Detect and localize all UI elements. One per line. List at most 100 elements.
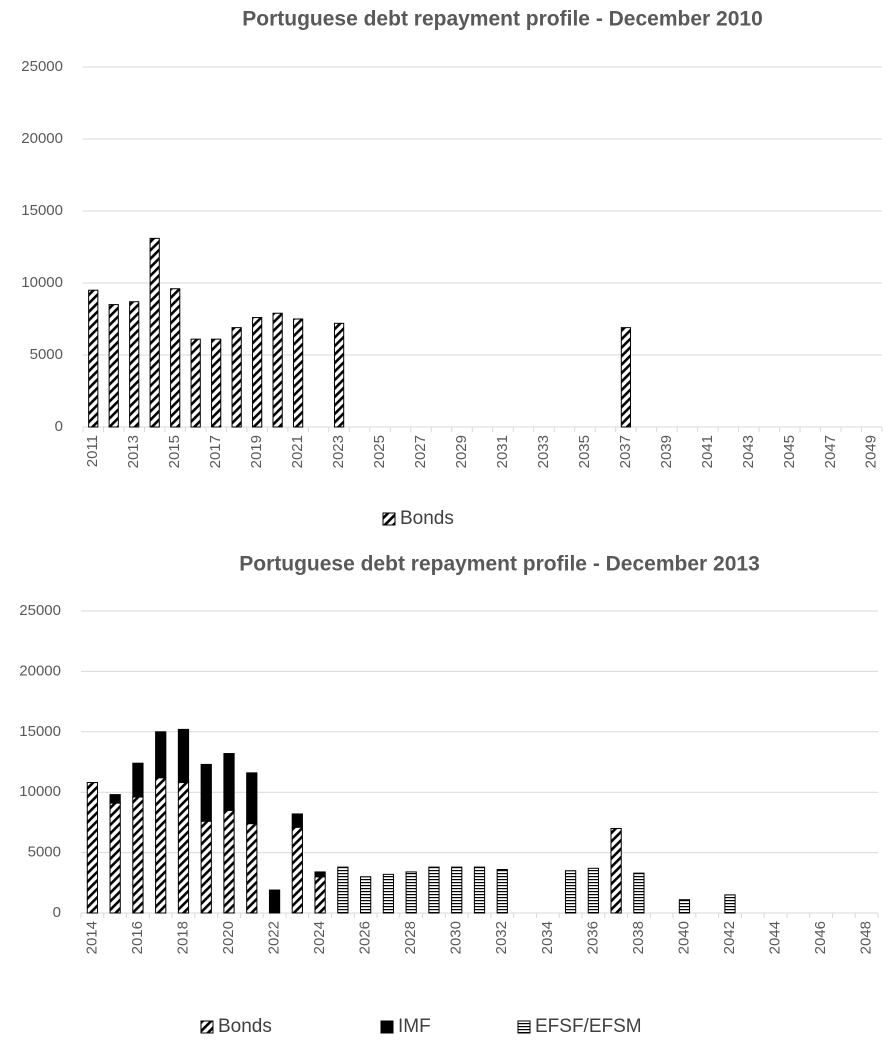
y-tick-label: 25000 <box>21 58 63 75</box>
bar <box>223 809 235 914</box>
bar <box>428 866 440 914</box>
bar <box>314 876 326 914</box>
x-tick-label: 2025 <box>371 435 388 468</box>
y-tick-label: 5000 <box>28 844 61 861</box>
x-tick-label: 2030 <box>448 921 465 954</box>
x-tick-label: 2043 <box>740 435 757 468</box>
x-tick-label: 2029 <box>453 435 470 468</box>
bar <box>155 731 167 779</box>
bar <box>293 318 304 428</box>
bar <box>177 782 190 914</box>
x-tick-label: 2024 <box>311 921 328 954</box>
legend-label: Bonds <box>218 1016 272 1037</box>
bar <box>86 782 99 914</box>
bar <box>382 873 395 914</box>
x-tick-label: 2014 <box>83 921 100 954</box>
x-tick-label: 2039 <box>658 435 675 468</box>
bar <box>473 866 486 914</box>
bar <box>620 327 632 428</box>
bar <box>231 327 242 428</box>
legend-swatch <box>380 1020 394 1034</box>
legend-swatch <box>382 512 396 526</box>
bar <box>109 802 121 914</box>
legend-swatch <box>200 1020 214 1034</box>
bar <box>724 894 736 914</box>
x-tick-label: 2032 <box>493 921 510 954</box>
x-tick-label: 2016 <box>129 921 146 954</box>
x-tick-label: 2038 <box>630 921 647 954</box>
x-tick-label: 2011 <box>84 435 101 467</box>
y-tick-label: 10000 <box>19 783 61 800</box>
bar <box>291 826 303 914</box>
x-tick-label: 2047 <box>822 435 839 468</box>
bar <box>314 871 326 878</box>
y-tick-label: 20000 <box>21 130 63 147</box>
x-tick-label: 2040 <box>675 921 692 954</box>
x-tick-label: 2017 <box>207 435 224 468</box>
bar <box>132 762 144 798</box>
y-tick-label: 5000 <box>30 346 63 363</box>
bar <box>633 872 645 914</box>
bar <box>200 763 212 822</box>
y-tick-label: 0 <box>55 418 63 435</box>
y-tick-label: 10000 <box>21 274 63 291</box>
bar <box>678 899 691 914</box>
bar <box>129 301 140 428</box>
bar <box>211 338 222 428</box>
bar <box>246 823 258 914</box>
chart: Portuguese debt repayment profile - Dece… <box>21 8 883 529</box>
legend-label: IMF <box>398 1016 431 1037</box>
bar <box>564 870 577 914</box>
x-tick-label: 2035 <box>576 435 593 468</box>
bar <box>149 237 160 428</box>
bar <box>108 304 119 428</box>
x-tick-label: 2020 <box>220 921 237 954</box>
x-tick-label: 2019 <box>248 435 265 468</box>
bar <box>496 869 508 914</box>
x-tick-label: 2015 <box>166 435 183 468</box>
x-tick-label: 2034 <box>539 921 556 954</box>
bar <box>451 866 463 914</box>
x-tick-label: 2045 <box>781 435 798 468</box>
x-tick-label: 2033 <box>535 435 552 468</box>
x-tick-label: 2044 <box>766 921 783 954</box>
bar <box>88 289 99 428</box>
x-tick-label: 2036 <box>584 921 601 954</box>
bar <box>155 777 167 914</box>
bar <box>272 312 283 428</box>
x-tick-label: 2022 <box>266 921 283 954</box>
bar <box>109 794 121 804</box>
legend-label: EFSF/EFSM <box>535 1016 642 1037</box>
x-tick-label: 2031 <box>494 435 511 468</box>
bar <box>170 288 181 428</box>
bar <box>268 889 281 914</box>
x-tick-label: 2042 <box>721 921 738 954</box>
bar <box>223 753 235 811</box>
bar <box>177 728 190 784</box>
bar <box>132 796 144 914</box>
chart: Portuguese debt repayment profile - Dece… <box>19 553 879 1037</box>
legend-label: Bonds <box>400 508 454 529</box>
bar <box>252 317 263 428</box>
x-tick-label: 2049 <box>863 435 880 468</box>
bar <box>333 322 345 428</box>
chart-title: Portuguese debt repayment profile - Dece… <box>239 553 760 576</box>
bar <box>610 827 622 914</box>
bar <box>190 338 201 428</box>
bar <box>360 876 372 914</box>
x-tick-label: 2037 <box>617 435 634 468</box>
x-tick-label: 2041 <box>699 435 716 468</box>
x-tick-label: 2021 <box>289 435 306 468</box>
bar <box>246 772 258 825</box>
bar <box>405 871 417 914</box>
x-tick-label: 2027 <box>412 435 429 468</box>
y-tick-label: 0 <box>53 904 61 921</box>
x-tick-label: 2023 <box>330 435 347 468</box>
x-tick-label: 2048 <box>858 921 875 954</box>
y-tick-label: 15000 <box>21 202 63 219</box>
x-tick-label: 2046 <box>812 921 829 954</box>
y-tick-label: 25000 <box>19 602 61 619</box>
x-tick-label: 2013 <box>125 435 142 468</box>
bar <box>200 820 212 914</box>
